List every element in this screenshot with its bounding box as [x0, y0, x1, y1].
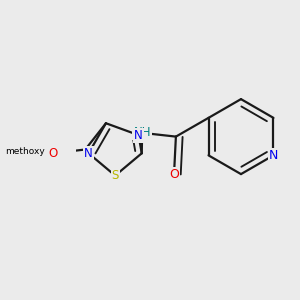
- Text: S: S: [112, 169, 119, 182]
- Text: N: N: [84, 147, 93, 160]
- Text: NH: NH: [134, 126, 151, 140]
- Text: N: N: [269, 149, 278, 162]
- Text: O: O: [49, 147, 58, 160]
- Text: methoxy: methoxy: [5, 147, 45, 156]
- Text: O: O: [169, 168, 179, 181]
- Text: N: N: [134, 129, 143, 142]
